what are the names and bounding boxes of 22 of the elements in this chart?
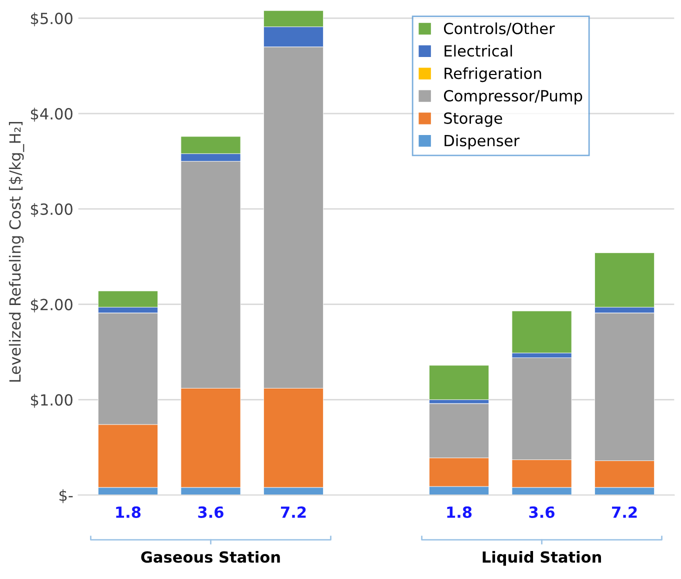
bar xyxy=(429,365,490,400)
y-tick-label: $1.00 xyxy=(30,394,72,408)
y-tick-label: $4.00 xyxy=(30,108,72,122)
y-axis-title: Levelized Refueling Cost [$/kg_H₂] xyxy=(8,122,24,382)
x-tick-label: 1.8 xyxy=(116,506,141,518)
x-tick-label: 7.2 xyxy=(280,506,306,518)
legend-label: Controls/Other xyxy=(444,22,555,36)
y-tick-label: $2.00 xyxy=(30,298,72,312)
legend-label: Compressor/Pump xyxy=(444,90,582,104)
text: Liquid Station xyxy=(482,550,601,566)
x-tick-label: 3.6 xyxy=(529,506,554,518)
legend-label: Electrical xyxy=(444,44,512,57)
text: Gaseous Station xyxy=(141,550,280,563)
x-tick-label: 3.6 xyxy=(198,506,224,518)
y-tick-label: $3.00 xyxy=(30,203,72,217)
y-tick-label: $5.00 xyxy=(30,12,72,26)
x-tick-label: 1.8 xyxy=(447,506,472,518)
y-tick-label: $- xyxy=(59,489,73,504)
legend-label: Refrigeration xyxy=(444,67,542,82)
x-tick-label: 7.2 xyxy=(612,506,637,518)
legend-label: Dispenser xyxy=(444,134,520,150)
legend-label: Storage xyxy=(444,112,502,127)
